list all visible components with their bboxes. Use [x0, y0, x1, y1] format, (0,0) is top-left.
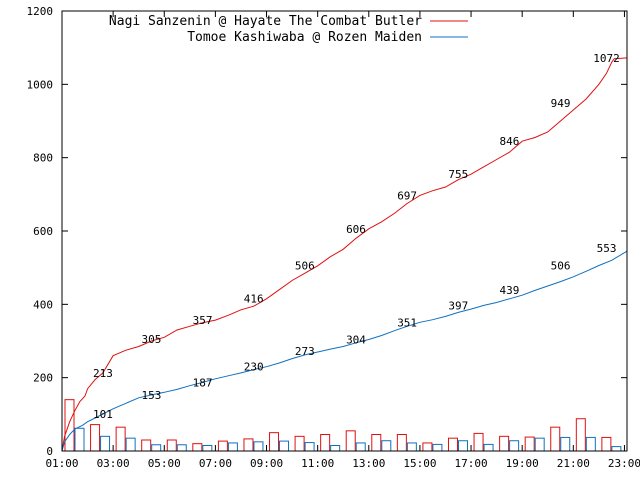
bar-s1-7 [253, 441, 264, 452]
bar-s0-3 [141, 439, 152, 452]
data-label-s0-6: 697 [397, 189, 417, 202]
bar-s1-11 [355, 442, 366, 452]
data-label-s0-3: 416 [244, 292, 264, 305]
x-tick-label-1: 03:00 [97, 457, 130, 470]
y-tick-label-6: 1200 [27, 5, 54, 18]
bar-s0-15 [447, 437, 458, 452]
bar-s1-5 [202, 445, 213, 452]
bar-s0-5 [192, 443, 203, 452]
bar-s1-10 [330, 445, 341, 452]
bar-s0-9 [294, 435, 305, 452]
data-label-s1-13: 187 [193, 376, 213, 389]
bar-s0-10 [320, 434, 331, 452]
x-tick-label-8: 17:00 [454, 457, 487, 470]
x-tick-label-5: 11:00 [301, 457, 334, 470]
x-tick-label-0: 01:00 [45, 457, 78, 470]
series-line-1 [61, 250, 628, 452]
bar-s0-17 [499, 435, 510, 452]
bar-s0-16 [473, 432, 484, 452]
x-tick-label-11: 23:00 [608, 457, 640, 470]
x-tick-label-2: 05:00 [148, 457, 181, 470]
data-label-s1-19: 439 [499, 284, 519, 297]
x-tick-label-10: 21:00 [557, 457, 590, 470]
bar-s1-9 [304, 442, 315, 452]
bar-s1-17 [509, 440, 520, 452]
x-tick-label-9: 19:00 [506, 457, 539, 470]
bar-s0-8 [269, 432, 280, 452]
bar-s0-19 [550, 426, 561, 452]
bar-s0-11 [345, 430, 356, 452]
y-tick-label-4: 800 [33, 152, 53, 165]
data-label-s0-1: 305 [142, 333, 162, 346]
x-tick-label-6: 13:00 [352, 457, 385, 470]
bar-s1-16 [483, 443, 494, 452]
data-label-s1-17: 351 [397, 316, 417, 329]
x-tick-label-4: 09:00 [250, 457, 283, 470]
bar-s1-4 [176, 444, 187, 452]
data-label-s0-8: 846 [499, 135, 519, 148]
bar-s1-0 [74, 427, 85, 452]
legend: Nagi Sanzenin @ Hayate The Combat Butler… [109, 14, 468, 45]
bar-s1-12 [381, 440, 392, 452]
bar-s1-14 [432, 443, 443, 452]
bar-s0-14 [422, 442, 433, 452]
y-tick-label-5: 1000 [27, 78, 54, 91]
bar-s1-1 [100, 435, 111, 452]
y-tick-label-1: 200 [33, 372, 53, 385]
x-tick-label-3: 07:00 [199, 457, 232, 470]
legend-label-1: Tomoe Kashiwaba @ Rozen Maiden [187, 30, 422, 45]
bar-s0-6 [217, 440, 228, 452]
y-tick-label-3: 600 [33, 225, 53, 238]
series-line-0 [61, 57, 628, 452]
data-label-s1-12: 153 [142, 389, 162, 402]
data-label-s1-21: 553 [597, 242, 617, 255]
y-tick-label-0: 0 [46, 445, 53, 458]
bar-s1-3 [151, 444, 162, 452]
bar-s1-15 [457, 440, 468, 452]
data-label-s1-14: 230 [244, 361, 264, 374]
data-labels-layer: 213 305 357 416 506 606 697 755 846 949 1072 101 153… [93, 52, 620, 421]
data-label-s1-11: 101 [93, 408, 113, 421]
y-tick-label-2: 400 [33, 298, 53, 311]
bar-s0-21 [601, 436, 612, 452]
bars-layer [64, 399, 622, 452]
bar-s1-19 [560, 436, 571, 452]
data-label-s0-7: 755 [448, 168, 468, 181]
bar-s0-18 [524, 436, 535, 452]
x-tick-label-7: 15:00 [403, 457, 436, 470]
bar-s1-20 [585, 436, 596, 452]
plot-frame [61, 10, 628, 452]
data-label-s0-5: 606 [346, 223, 366, 236]
data-label-s0-4: 506 [295, 259, 315, 272]
data-label-s0-9: 949 [551, 97, 571, 110]
bar-s0-0 [64, 399, 75, 452]
data-label-s0-10: 1072 [593, 52, 620, 65]
data-label-s1-20: 506 [551, 259, 571, 272]
bar-s1-21 [611, 446, 622, 452]
bar-s0-2 [115, 426, 126, 452]
data-label-s1-18: 397 [448, 299, 468, 312]
bar-s1-8 [279, 440, 290, 452]
data-label-s1-16: 304 [346, 334, 366, 347]
data-label-s0-0: 213 [93, 367, 113, 380]
data-label-s1-15: 273 [295, 345, 315, 358]
bar-s0-1 [90, 424, 101, 452]
lines-layer [61, 57, 628, 452]
bar-s0-12 [371, 434, 382, 452]
bar-s0-4 [166, 439, 177, 452]
bar-s1-13 [406, 442, 417, 452]
bar-s1-2 [125, 437, 136, 452]
axes-layer: 0 200 400 600 800 1000 1200 01:00 03:00 05:00 07:0… [27, 5, 640, 470]
bar-s0-13 [396, 434, 407, 452]
bar-s0-20 [575, 418, 586, 452]
bar-s1-18 [534, 437, 545, 452]
bar-s1-6 [227, 442, 238, 452]
legend-label-0: Nagi Sanzenin @ Hayate The Combat Butler [109, 14, 422, 29]
bar-s0-7 [243, 438, 254, 452]
data-label-s0-2: 357 [193, 314, 213, 327]
